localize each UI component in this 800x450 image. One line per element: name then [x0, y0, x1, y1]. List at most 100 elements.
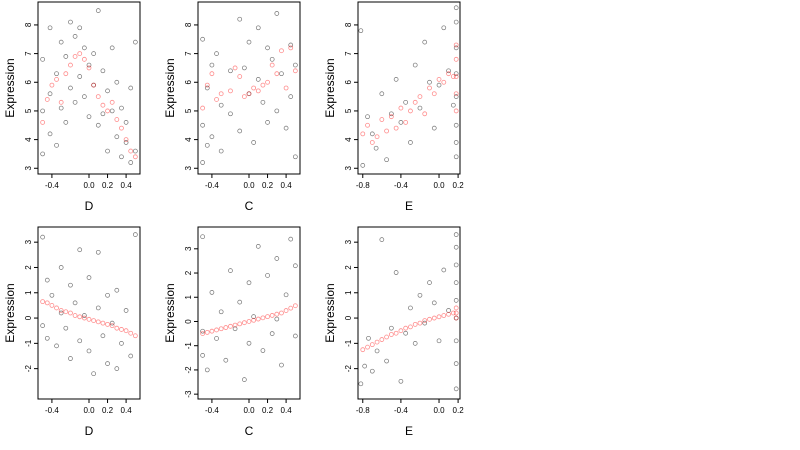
- observed-point: [293, 263, 298, 269]
- observed-point: [77, 74, 83, 79]
- x-tick-label: 0.2: [453, 181, 465, 190]
- y-tick-label: 7: [344, 51, 353, 56]
- observed-point: [274, 108, 280, 114]
- observed-point: [114, 366, 120, 371]
- fitted-point: [292, 303, 298, 309]
- observed-point: [63, 54, 69, 59]
- fitted-point: [408, 108, 413, 114]
- fitted-point: [246, 91, 252, 97]
- fitted-point: [265, 314, 270, 320]
- observed-point: [374, 348, 380, 354]
- y-tick-label: -1: [24, 339, 33, 347]
- observed-point: [237, 16, 243, 22]
- fitted-point: [72, 313, 78, 318]
- observed-point: [72, 300, 78, 306]
- y-tick-label: 1: [24, 290, 33, 295]
- observed-point: [209, 134, 215, 140]
- observed-point: [100, 68, 106, 74]
- observed-point: [260, 348, 266, 353]
- observed-point: [47, 25, 53, 31]
- fitted-point: [431, 315, 437, 321]
- fitted-point: [63, 309, 69, 315]
- fitted-point: [109, 323, 115, 329]
- observed-point: [453, 71, 459, 77]
- fitted-point: [114, 325, 120, 331]
- x-tick-label: -0.8: [356, 181, 370, 190]
- observed-point: [200, 160, 205, 165]
- observed-point: [232, 326, 238, 332]
- fitted-point: [274, 311, 280, 317]
- observed-point: [68, 19, 73, 25]
- fitted-point: [49, 303, 55, 308]
- observed-point: [40, 234, 45, 240]
- observed-point: [427, 79, 432, 85]
- observed-point: [365, 114, 370, 120]
- fitted-point: [388, 332, 394, 337]
- x-tick-label: 0.4: [281, 406, 293, 415]
- fitted-point: [436, 314, 442, 320]
- observed-point: [95, 305, 101, 311]
- observed-point: [209, 290, 215, 295]
- y-tick-label: 0: [344, 315, 353, 320]
- observed-point: [288, 94, 294, 99]
- y-tick-label: -3: [184, 390, 193, 398]
- fitted-point: [365, 344, 370, 350]
- observed-point: [119, 341, 124, 346]
- observed-point: [237, 128, 243, 134]
- observed-point: [446, 308, 451, 313]
- fitted-point: [86, 65, 92, 71]
- x-tick-label: 0.0: [83, 181, 95, 190]
- x-tick-label: 0.0: [433, 181, 445, 190]
- observed-point: [293, 62, 298, 68]
- fitted-point: [453, 91, 459, 97]
- fitted-point: [374, 339, 380, 345]
- observed-point: [218, 148, 224, 154]
- observed-point: [133, 39, 138, 45]
- fitted-point: [446, 71, 451, 77]
- x-axis-label: D: [85, 199, 94, 213]
- observed-point: [412, 62, 418, 68]
- fitted-point: [398, 105, 404, 111]
- observed-point: [422, 320, 428, 326]
- y-tick-label: 4: [344, 137, 353, 142]
- observed-point: [58, 310, 64, 316]
- observed-point: [389, 325, 394, 331]
- observed-point: [228, 268, 233, 273]
- observed-point: [218, 102, 224, 108]
- observed-point: [408, 305, 413, 311]
- fitted-point: [388, 114, 394, 120]
- observed-point: [255, 244, 261, 249]
- x-tick-label: 0.2: [262, 181, 274, 190]
- scatter-panel-4: -0.4 0.0 0.2 0.4 -2 -1 0 1 2 3 D Expression: [3, 226, 141, 438]
- observed-point: [412, 341, 418, 346]
- observed-point: [128, 353, 134, 359]
- fitted-point: [369, 140, 375, 145]
- observed-point: [54, 71, 59, 77]
- observed-point: [77, 25, 83, 31]
- fitted-point: [44, 300, 50, 306]
- observed-point: [436, 82, 442, 88]
- fitted-point: [453, 108, 459, 114]
- observed-point: [223, 357, 229, 363]
- observed-point: [288, 236, 294, 242]
- observed-point: [133, 232, 138, 237]
- observed-point: [77, 338, 83, 344]
- observed-point: [422, 39, 428, 45]
- observed-point: [453, 280, 459, 285]
- observed-point: [274, 11, 280, 16]
- y-tick-label: 3: [24, 165, 33, 170]
- observed-point: [105, 292, 110, 298]
- y-tick-label: 5: [344, 108, 353, 113]
- y-tick-label: 7: [24, 51, 33, 56]
- x-tick-label: -0.4: [45, 181, 59, 190]
- fitted-point: [453, 305, 459, 311]
- observed-point: [453, 154, 459, 160]
- y-tick-label: 8: [184, 22, 193, 27]
- fitted-point: [241, 94, 247, 99]
- x-tick-label: 0.2: [102, 406, 114, 415]
- y-tick-label: 1: [344, 290, 353, 295]
- fitted-point: [237, 321, 243, 327]
- x-tick-label: 0.4: [121, 181, 133, 190]
- fitted-point: [408, 324, 413, 330]
